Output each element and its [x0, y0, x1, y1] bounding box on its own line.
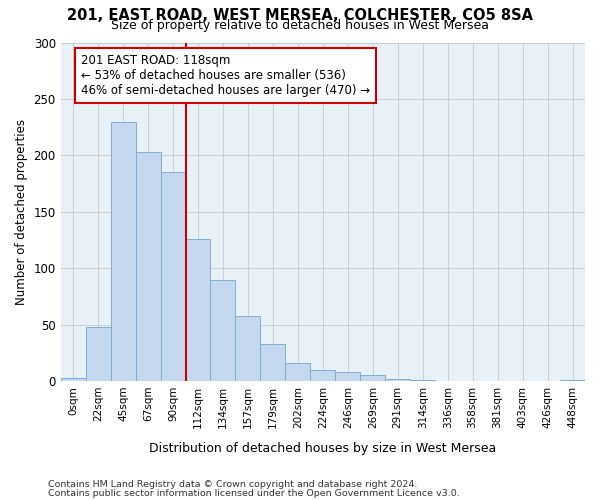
Text: Contains public sector information licensed under the Open Government Licence v3: Contains public sector information licen… [48, 488, 460, 498]
Bar [260, 344, 286, 381]
Bar [335, 372, 360, 381]
Bar [110, 122, 136, 381]
Text: 201, EAST ROAD, WEST MERSEA, COLCHESTER, CO5 8SA: 201, EAST ROAD, WEST MERSEA, COLCHESTER,… [67, 8, 533, 22]
Bar [410, 380, 435, 381]
Bar [136, 152, 161, 381]
Text: 201 EAST ROAD: 118sqm
← 53% of detached houses are smaller (536)
46% of semi-det: 201 EAST ROAD: 118sqm ← 53% of detached … [80, 54, 370, 97]
Y-axis label: Number of detached properties: Number of detached properties [15, 119, 28, 305]
Bar [560, 380, 585, 381]
Text: Size of property relative to detached houses in West Mersea: Size of property relative to detached ho… [111, 18, 489, 32]
Bar [286, 363, 310, 381]
Bar [310, 370, 335, 381]
Bar [235, 316, 260, 381]
Text: Contains HM Land Registry data © Crown copyright and database right 2024.: Contains HM Land Registry data © Crown c… [48, 480, 418, 489]
Bar [385, 379, 410, 381]
Bar [185, 239, 211, 381]
Bar [360, 376, 385, 381]
X-axis label: Distribution of detached houses by size in West Mersea: Distribution of detached houses by size … [149, 442, 496, 455]
Bar [86, 327, 110, 381]
Bar [61, 378, 86, 381]
Bar [211, 280, 235, 381]
Bar [161, 172, 185, 381]
